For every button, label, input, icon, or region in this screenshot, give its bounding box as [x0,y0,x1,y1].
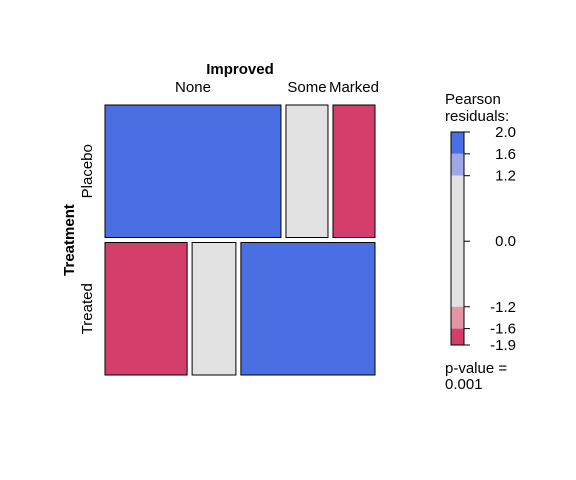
p-value: 0.001 [445,376,483,393]
row-label-treated: Treated [79,283,96,334]
tile-treated-marked [240,242,376,376]
p-value-label: p-value = [445,360,507,377]
legend-bar-frame [450,131,465,346]
tile-treated-some [191,242,237,376]
row-labels: Placebo Treated [79,144,96,334]
column-label-none: None [175,79,211,96]
legend-tick-label: 1.6 [495,146,516,163]
legend-tick-label: -1.9 [490,337,516,354]
legend-tick-label: -1.2 [490,299,516,316]
residual-legend: Pearson residuals: 2.0 1.6 1.2 0.0 -1.2 -1.6-… [445,91,516,393]
legend-color-bands [450,131,465,346]
legend-band-low [451,328,464,345]
legend-band-mid-high [451,153,464,176]
legend-tick-label: -1.6 [490,321,516,338]
column-variable-title: Improved [206,61,274,78]
tile-placebo-marked [332,104,376,238]
column-label-some: Some [287,79,326,96]
column-labels: None Some Marked [175,79,379,96]
legend-title-line2: residuals: [445,108,509,125]
legend-tick-label: 0.0 [495,233,516,250]
tile-treated-none [104,242,188,376]
legend-band-none [451,175,464,307]
legend-tick-label: 1.2 [495,168,516,185]
row-label-placebo: Placebo [79,144,96,198]
legend-band-high [451,132,464,154]
row-variable-title: Treatment [61,204,78,276]
column-label-marked: Marked [329,79,379,96]
legend-tick-label: 2.0 [495,124,516,141]
tile-placebo-none [104,104,282,238]
tile-placebo-some [285,104,329,238]
legend-band-mid-low [451,306,464,329]
legend-title-line1: Pearson [445,91,501,108]
mosaic-tiles [104,104,376,376]
legend-ticks: 2.0 1.6 1.2 0.0 -1.2 -1.6-1.9 [464,124,516,354]
